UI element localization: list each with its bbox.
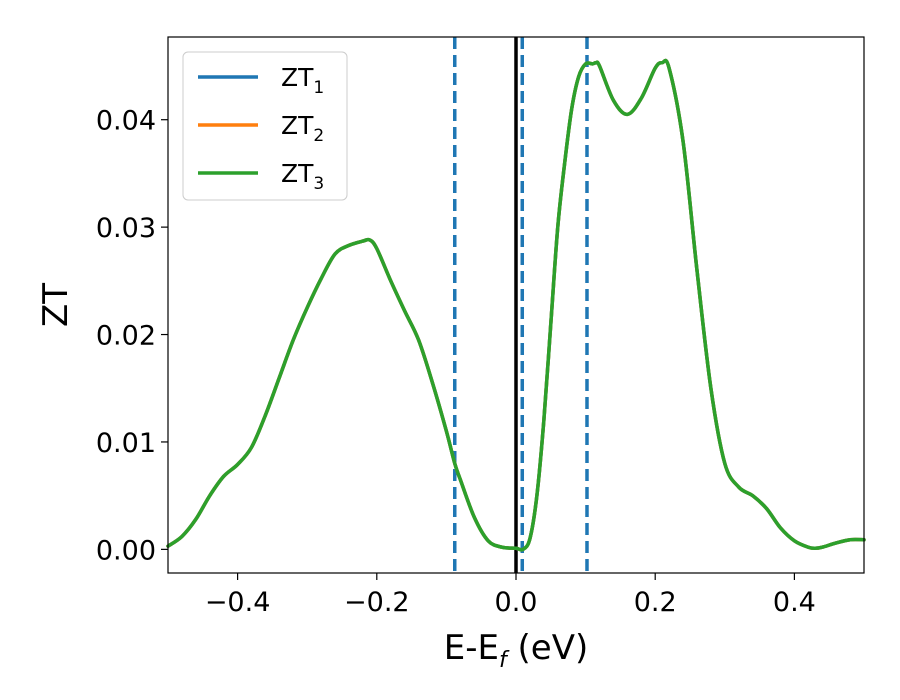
legend-label-sub: 2 — [313, 126, 324, 146]
legend-label-zt3: ZT3 — [281, 159, 324, 194]
x-tick-label: 0.4 — [773, 587, 816, 618]
y-tick-label: 0.02 — [96, 321, 156, 352]
legend-frame — [182, 51, 348, 201]
legend-label-sub: 3 — [313, 174, 324, 194]
x-axis-label-suffix: (eV) — [507, 628, 589, 668]
legend-label-sub: 1 — [313, 78, 324, 98]
series-line-zt3 — [166, 58, 866, 552]
x-tick-label: 0.2 — [634, 587, 677, 618]
x-tick-label: −0.2 — [344, 587, 410, 618]
y-axis-ticks: 0.00 0.01 0.02 0.03 0.04 — [96, 106, 168, 566]
y-axis-label: ZT — [36, 283, 76, 327]
x-tick-label: −0.4 — [205, 587, 271, 618]
legend-label-main: ZT — [281, 159, 314, 188]
legend-label-zt1: ZT1 — [281, 63, 324, 98]
legend-label-zt2: ZT2 — [281, 111, 324, 146]
series-lines — [166, 58, 866, 552]
x-axis-label: E-Ef (eV) — [444, 628, 589, 673]
y-tick-label: 0.04 — [96, 106, 156, 137]
legend-label-main: ZT — [281, 63, 314, 92]
x-tick-label: 0.0 — [495, 587, 538, 618]
reference-lines — [453, 37, 589, 573]
x-axis-label-sub: f — [499, 648, 510, 673]
y-tick-label: 0.03 — [96, 213, 156, 244]
y-tick-label: 0.01 — [96, 428, 156, 459]
y-tick-label: 0.00 — [96, 535, 156, 566]
legend-label-main: ZT — [281, 111, 314, 140]
x-axis-label-main: E-E — [444, 628, 499, 668]
x-axis-ticks: −0.4 −0.2 0.0 0.2 0.4 — [205, 573, 816, 618]
